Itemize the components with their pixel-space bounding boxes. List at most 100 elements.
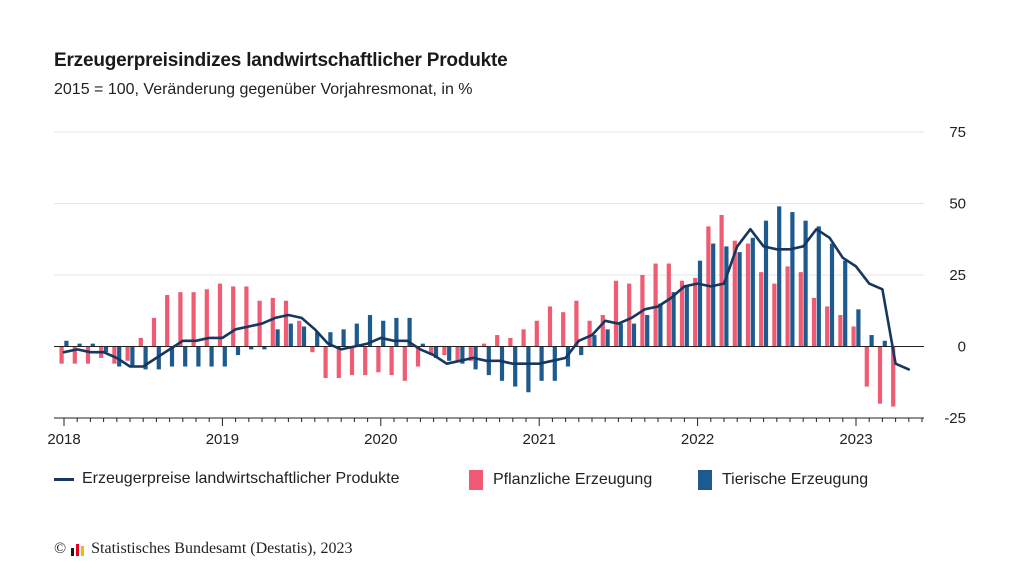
bar-plant (891, 346, 896, 407)
bar-plant (772, 283, 777, 347)
bar-plant (125, 346, 130, 361)
bar-plant (600, 315, 605, 347)
bar-plant (191, 292, 196, 347)
x-tick-label: 2018 (47, 431, 80, 448)
bar-animal (196, 346, 201, 367)
bar-plant (811, 297, 817, 347)
source-text: Statistisches Bundesamt (Destatis), 2023 (91, 540, 353, 557)
bar-animal (90, 343, 95, 347)
bar-plant (349, 346, 355, 376)
bar-animal (816, 226, 821, 347)
bar-plant (679, 280, 685, 347)
bar-animal (433, 346, 439, 358)
bar-plant (429, 346, 434, 356)
bar-plant (112, 346, 117, 364)
bar-animal (275, 329, 280, 347)
bar-animal (341, 329, 346, 347)
bar-animal (315, 332, 320, 347)
bar-animal (460, 346, 465, 364)
bar-animal (420, 343, 425, 347)
bar-animal (592, 335, 597, 347)
bar-plant (376, 346, 381, 373)
bar-animal (737, 252, 742, 347)
bar-plant (415, 346, 421, 367)
bar-animal (288, 323, 293, 347)
bar-plant (468, 346, 473, 361)
bar-animal (117, 346, 122, 367)
bar-plant (310, 346, 315, 353)
bar-plant (402, 346, 407, 381)
bar-plant (666, 263, 671, 347)
chart-subtitle: 2015 = 100, Veränderung gegenüber Vorjah… (54, 81, 473, 98)
bar-plant (864, 346, 869, 387)
y-tick-label: -25 (944, 410, 966, 427)
x-tick-label: 2021 (523, 431, 556, 448)
bar-plant (534, 320, 539, 347)
bar-animal (222, 346, 227, 367)
bar-plant (217, 283, 223, 347)
legend-item-producer-prices: Erzeugerpreise landwirtschaftlicher Prod… (54, 470, 399, 488)
bar-plant (521, 329, 526, 347)
y-tick-label: 0 (958, 339, 966, 356)
bar-animal (843, 260, 848, 347)
bar-animal (381, 320, 386, 347)
bar-animal (513, 346, 518, 387)
bar-animal (645, 315, 650, 347)
bar-animal (156, 346, 161, 370)
bar-animal (354, 323, 359, 347)
bar-animal (711, 243, 716, 347)
x-tick-label: 2020 (364, 431, 397, 448)
bar-plant (508, 337, 513, 347)
bar-animal (882, 340, 887, 347)
bar-plant (244, 286, 249, 347)
legend-label-producer-prices: Erzeugerpreise landwirtschaftlicher Prod… (82, 470, 400, 487)
bar-animal (130, 346, 135, 367)
bar-animal (235, 346, 241, 356)
bar-animal (829, 243, 835, 347)
legend-plant-swatch (469, 470, 483, 490)
bar-animal (77, 343, 82, 347)
x-tick-label: 2019 (206, 431, 239, 448)
chart-title: Erzeugerpreisindizes landwirtschaftliche… (54, 50, 508, 71)
bar-animal (407, 317, 412, 347)
bar-plant (323, 346, 328, 378)
bar-plant (732, 240, 737, 347)
legend-label-plant: Pflanzliche Erzeugung (493, 471, 653, 488)
bar-plant (72, 346, 77, 364)
bar-animal (697, 260, 703, 347)
legend-animal-swatch (698, 470, 712, 490)
bar-plant (178, 292, 183, 347)
legend-item-plant: Pflanzliche Erzeugung (469, 470, 652, 490)
bar-animal (64, 340, 69, 347)
bar-animal (684, 286, 689, 347)
bar-animal (143, 346, 148, 370)
bar-plant (151, 317, 157, 347)
legend-line-swatch (54, 477, 74, 481)
bar-animal (777, 206, 782, 347)
bar-plant (270, 297, 275, 347)
bar-plant (481, 343, 487, 347)
bar-animal (183, 346, 188, 367)
bar-animal (724, 246, 729, 347)
bar-plant (495, 335, 500, 347)
bar-animal (394, 317, 399, 347)
copyright-symbol: © (54, 540, 67, 557)
bar-plant (798, 272, 803, 347)
series-line-producer-prices (62, 227, 911, 371)
destatis-logo-icon (71, 544, 85, 556)
bar-plant (547, 306, 553, 347)
bar-plant (231, 286, 236, 347)
bar-plant (693, 277, 698, 347)
source-note: © Statistisches Bundesamt (Destatis), 20… (54, 540, 352, 558)
bar-plant (389, 346, 394, 376)
bar-plant (877, 346, 883, 404)
bar-plant (138, 337, 143, 347)
bar-plant (204, 289, 209, 347)
bar-animal (249, 346, 254, 350)
bar-animal (328, 332, 333, 347)
bar-animal (367, 315, 373, 347)
bar-plant (825, 306, 830, 347)
bar-plant (759, 272, 764, 347)
y-tick-label: 25 (949, 267, 966, 284)
